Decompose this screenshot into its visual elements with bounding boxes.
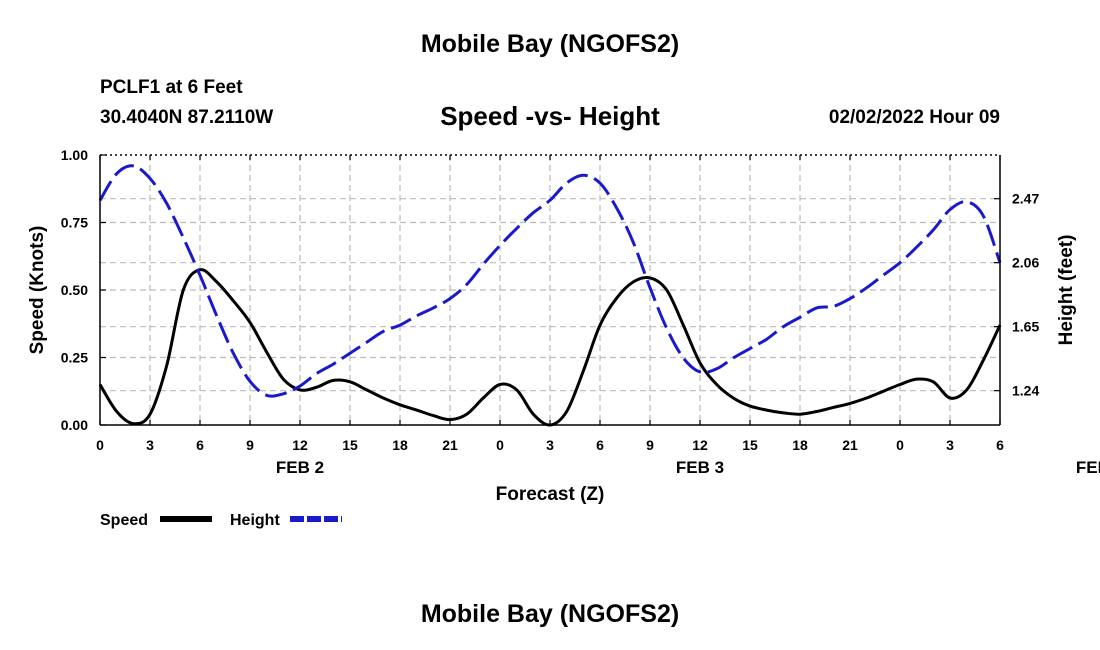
date-label: FEB 4 — [1076, 458, 1100, 477]
axes — [99, 154, 1001, 426]
x-tick-label: 6 — [996, 437, 1004, 453]
x-axis-title: Forecast (Z) — [496, 484, 605, 505]
x-tick-label: 18 — [392, 437, 408, 453]
y2-tick-label: 2.06 — [1012, 255, 1039, 271]
x-tick-label: 3 — [946, 437, 954, 453]
date-label: FEB 3 — [676, 458, 724, 477]
footer-title: Mobile Bay (NGOFS2) — [420, 600, 680, 628]
x-tick-label: 15 — [342, 437, 358, 453]
y-tick-label: 0.25 — [61, 350, 88, 366]
x-tick-label: 3 — [146, 437, 154, 453]
x-tick-label: 9 — [646, 437, 654, 453]
y-tick-label: 0.50 — [61, 282, 88, 298]
axis-labels: 0 3 6 9 12 15 18 21 0 3 6 9 12 15 18 21 0 3 6 0.00 0.25 0.50 0… — [27, 147, 1100, 505]
chart-title: Speed -vs- Height — [440, 101, 660, 131]
x-tick-label: 15 — [742, 437, 758, 453]
speed-height-chart: 0 3 6 9 12 15 18 21 0 3 6 9 12 15 18 21 0 3 6 0.00 0.25 0.50 0… — [27, 147, 1100, 529]
x-tick-label: 0 — [896, 437, 904, 453]
legend-height-label: Height — [230, 512, 280, 529]
y2-tick-label: 1.65 — [1012, 319, 1039, 335]
x-tick-label: 0 — [96, 437, 104, 453]
date-label: FEB 2 — [276, 458, 324, 477]
coordinates-label: 30.4040N 87.2110W — [100, 107, 274, 128]
y2-tick-label: 2.47 — [1012, 191, 1039, 207]
legend-speed-label: Speed — [100, 512, 148, 529]
y-axis-title: Speed (Knots) — [27, 226, 48, 355]
main-title: Mobile Bay (NGOFS2) — [420, 30, 680, 58]
x-tick-label: 21 — [842, 437, 858, 453]
y-tick-label: 1.00 — [61, 147, 88, 163]
legend: Speed Height — [100, 512, 342, 529]
y2-axis-title: Height (feet) — [1056, 235, 1077, 346]
forecast-datetime: 02/02/2022 Hour 09 — [828, 107, 1000, 128]
x-tick-label: 0 — [496, 437, 504, 453]
y2-tick-label: 1.24 — [1012, 383, 1039, 399]
x-tick-label: 12 — [292, 437, 308, 453]
x-tick-label: 18 — [792, 437, 808, 453]
x-tick-label: 3 — [546, 437, 554, 453]
x-tick-label: 6 — [196, 437, 204, 453]
x-tick-label: 9 — [246, 437, 254, 453]
height-line — [98, 164, 1002, 398]
station-label: PCLF1 at 6 Feet — [100, 77, 243, 98]
x-tick-label: 21 — [442, 437, 458, 453]
y-tick-label: 0.00 — [61, 417, 88, 433]
x-tick-label: 6 — [596, 437, 604, 453]
y-tick-label: 0.75 — [61, 215, 88, 231]
x-tick-label: 12 — [692, 437, 708, 453]
